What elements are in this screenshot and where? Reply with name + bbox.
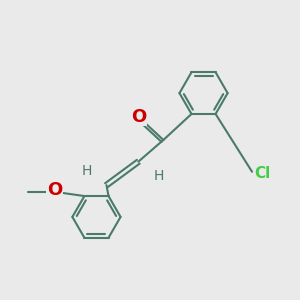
Text: O: O	[47, 181, 62, 199]
Text: Cl: Cl	[255, 166, 271, 181]
Text: H: H	[81, 164, 92, 178]
Text: O: O	[131, 107, 146, 125]
Text: H: H	[153, 169, 164, 183]
